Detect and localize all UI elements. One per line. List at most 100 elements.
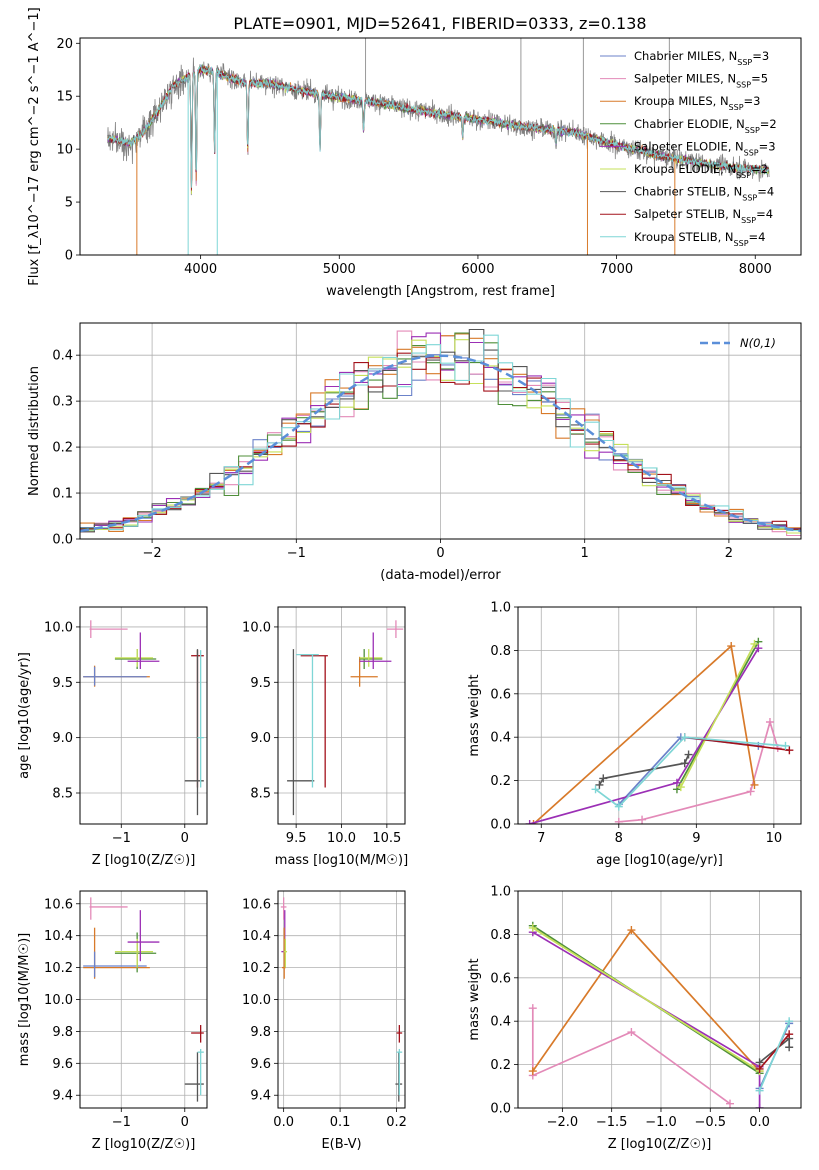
x-tick-label: 5000	[323, 262, 356, 277]
y-tick-label: 10.6	[44, 897, 73, 912]
weight-point	[595, 780, 604, 789]
y-tick-label: 15	[56, 90, 73, 105]
crosshair-marker	[83, 951, 147, 978]
crosshair-marker	[287, 649, 315, 816]
x-axis-label: Z [log10(Z/Z☉)]	[608, 1137, 712, 1152]
weight-point	[755, 1064, 764, 1073]
legend-label: Salpeter MILES, N	[634, 72, 736, 86]
legend-subscript: SSP	[745, 125, 760, 134]
legend-label: Kroupa MILES, N	[634, 94, 729, 108]
crosshair-marker	[359, 649, 383, 667]
age_vs_mass-plot-area	[287, 620, 404, 816]
x-tick-label: 7000	[600, 262, 633, 277]
weight-point	[785, 1017, 794, 1026]
crosshair-marker	[89, 620, 128, 638]
weight-point	[781, 741, 790, 750]
legend-subscript: SSP	[744, 148, 759, 157]
crosshair-marker	[197, 650, 204, 788]
weight-point	[599, 774, 608, 783]
weight-point	[525, 820, 534, 824]
y-tick-label: 8.5	[52, 787, 73, 802]
legend-subscript: SSP	[741, 216, 756, 225]
y-axis-label: mass weight	[467, 958, 482, 1040]
legend-label: Kroupa ELODIE, N	[634, 162, 736, 176]
crosshair-marker	[359, 632, 392, 669]
x-tick-label: 0.2	[386, 1115, 407, 1130]
y-tick-label: 9.5	[250, 676, 271, 691]
x-tick-label: 7	[537, 831, 545, 846]
mass_vs_Z-axes: −1 0 9.4 9.6 9.8 10.0 10.2 10.4 10.6	[44, 891, 207, 1130]
y-tick-label: 10.4	[44, 929, 73, 944]
weight-point	[750, 780, 759, 789]
legend-suffix: =5	[751, 72, 768, 86]
crosshair-marker	[191, 1025, 204, 1043]
legend-suffix: =3	[759, 139, 776, 153]
weight-point	[591, 785, 600, 794]
legend-suffix: =4	[757, 185, 774, 199]
x-axis-label: age [log10(age/yr)]	[596, 853, 723, 868]
weight-point	[750, 639, 759, 648]
x-tick-label: 6000	[461, 262, 494, 277]
y-tick-label: 0.4	[490, 1015, 511, 1030]
residuals-plot-area	[80, 328, 801, 537]
legend-entry: Kroupa STELIB, NSSP=4	[634, 230, 765, 248]
age_vs_Z-axes: −1 0 8.5 9.0 9.5 10.0	[44, 607, 207, 846]
crosshair-marker	[296, 653, 319, 788]
y-tick-label: 0.0	[490, 818, 511, 833]
residuals-frame	[79, 322, 802, 540]
legend-entry: Salpeter STELIB, NSSP=4	[634, 207, 773, 225]
x-axis-label: Z [log10(Z/Z☉)]	[92, 853, 196, 868]
y-label-text: Flux [f_λ10^−17 erg cm^−2 s^−1 A^−1]	[27, 7, 42, 285]
x-tick-label: 10.5	[372, 831, 401, 846]
weight_vs_age-frame	[517, 606, 802, 825]
weight-series-kroupa-elodie	[532, 927, 761, 1072]
weight-series-kroupa-elodie	[680, 643, 756, 788]
weight-point	[627, 926, 636, 935]
weight-point	[754, 644, 763, 653]
crosshair-marker	[386, 620, 404, 638]
y-tick-label: 0.1	[52, 487, 73, 502]
crosshair-marker	[280, 897, 287, 920]
y-tick-label: 10.2	[242, 961, 271, 976]
figure-title: PLATE=0901, MJD=52641, FIBERID=0333, z=0…	[233, 14, 646, 33]
x-tick-label: 0	[436, 546, 444, 561]
y-tick-label: 10.6	[242, 897, 271, 912]
age_vs_Z-frame	[79, 606, 208, 825]
spectrum-axes: 4000 5000 6000 7000 8000 0 5 10 15 20	[56, 37, 771, 277]
x-tick-label: 9.5	[286, 831, 307, 846]
weight-point	[746, 787, 755, 796]
y-tick-label: 9.5	[52, 676, 73, 691]
y-tick-label: 8.5	[250, 787, 271, 802]
weight-point	[672, 778, 681, 787]
weight-point	[638, 815, 647, 824]
weight-point	[528, 1004, 537, 1013]
legend-subscript: SSP	[736, 80, 751, 89]
crosshair-marker	[300, 655, 328, 788]
y-tick-label: 10.4	[242, 929, 271, 944]
y-tick-label: 9.6	[250, 1057, 271, 1072]
legend-suffix: =2	[751, 162, 768, 176]
y-tick-label: 0.4	[490, 731, 511, 746]
weight-point	[727, 642, 736, 651]
y-tick-label: 9.6	[52, 1057, 73, 1072]
residual-histogram-salpeter-stelib	[80, 352, 801, 530]
legend-suffix: =3	[752, 49, 769, 63]
age_vs_mass-frame	[277, 606, 406, 825]
x-tick-label: 4000	[184, 262, 217, 277]
weight-series-salpeter-miles	[531, 1008, 731, 1105]
weight-point	[755, 1104, 764, 1108]
x-tick-label: 9	[692, 831, 700, 846]
x-tick-label: −2.0	[547, 1115, 579, 1130]
y-tick-label: 9.0	[52, 731, 73, 746]
crosshair-marker	[396, 1048, 403, 1096]
crosshair-marker	[396, 1025, 403, 1043]
legend-suffix: =4	[749, 230, 766, 244]
age_vs_Z-plot-area	[83, 620, 204, 816]
y-tick-label: 9.4	[52, 1089, 73, 1104]
y-tick-label: 10.2	[44, 961, 73, 976]
mass_vs_Z-frame	[79, 890, 208, 1109]
x-tick-label: 1	[581, 546, 589, 561]
x-tick-label: 8000	[739, 262, 772, 277]
